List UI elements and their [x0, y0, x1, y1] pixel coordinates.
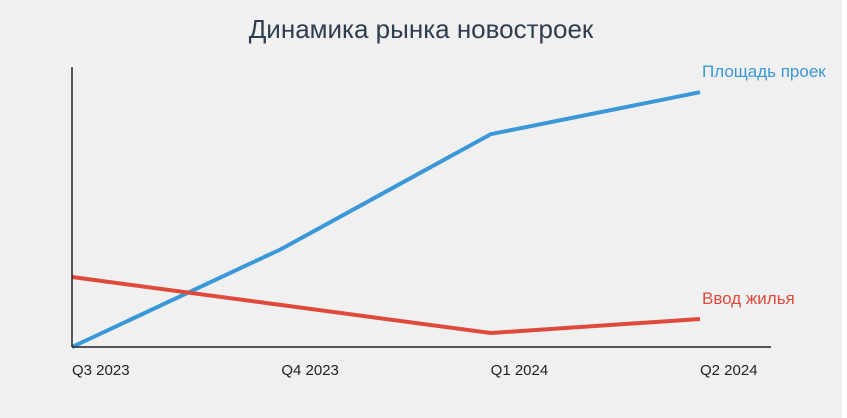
- series-lines: [71, 90, 701, 349]
- series-label-1: Ввод жилья: [702, 289, 795, 308]
- x-tick-label: Q2 2024: [700, 362, 758, 379]
- x-tick-labels: Q3 2023 Q4 2023 Q1 2024 Q2 2024: [72, 362, 758, 379]
- x-tick-label: Q3 2023: [72, 362, 130, 379]
- x-tick-label: Q4 2023: [281, 362, 339, 379]
- series-line-1: [71, 275, 701, 335]
- series-label-0: Площадь проек: [702, 62, 826, 81]
- chart-title: Динамика рынка новостроек: [248, 14, 594, 44]
- x-tick-label: Q1 2024: [491, 362, 549, 379]
- series-line-0: [71, 90, 701, 349]
- series-end-labels: Площадь проек Ввод жилья: [702, 62, 826, 308]
